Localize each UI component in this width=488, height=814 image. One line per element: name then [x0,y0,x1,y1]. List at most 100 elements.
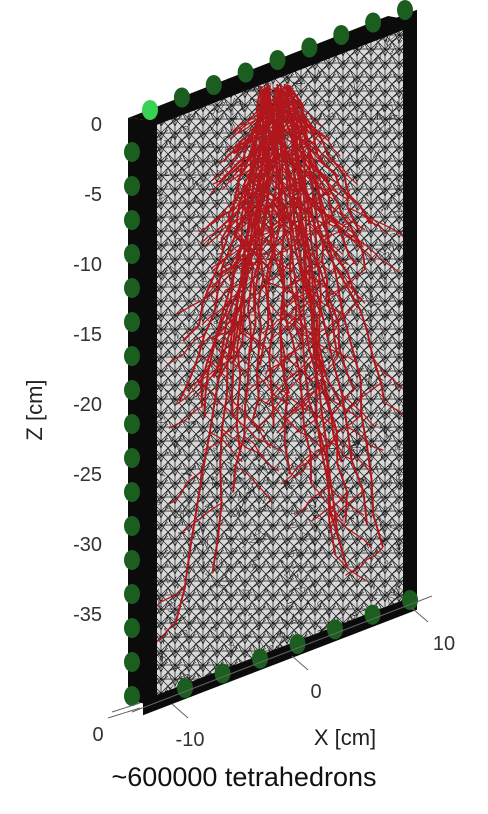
root-branch [280,334,316,363]
root-branch [317,220,354,250]
root-branch [274,256,310,288]
boundary-node [397,0,413,20]
root-branch [324,213,362,246]
root-branch [329,205,366,231]
z-tick-label: -10 [73,254,102,276]
root [200,84,287,407]
root-branch [150,623,176,658]
root-branch [255,390,289,429]
root-branch [278,173,310,196]
root-branch [212,145,253,181]
boundary-node [124,312,140,332]
boundary-node [177,678,193,698]
root-branch [279,299,312,336]
z-tick-label: -5 [84,184,102,206]
boundary-node [124,482,140,502]
root-branch [288,133,320,167]
root-branch [166,334,205,366]
root-branch [281,309,319,343]
root [267,84,291,394]
root-branch [322,219,364,248]
root-branch [263,106,298,140]
x-axis: -10 0 10 0 X [cm] [92,595,455,751]
root-branch [283,259,323,290]
root-branch [254,94,297,124]
root-branch [283,286,322,318]
root-branch [263,343,294,375]
root-branch [272,209,306,238]
boundary-node [124,346,140,366]
boundary-node [237,62,254,83]
root-system [150,83,410,658]
root-branch [181,502,222,533]
root-branch [323,240,349,266]
y-tick-label: 0 [92,724,103,746]
boundary-node [124,176,140,196]
boundary-node [124,210,140,230]
boundary-node [124,618,140,638]
root-branch [208,161,244,196]
boundary-node [142,100,158,120]
z-tick-label: -20 [73,394,102,416]
x-axis-label: X [cm] [314,725,376,750]
root-branch [239,248,275,281]
root-branch [227,150,260,182]
root-branch [212,302,245,340]
root-branch [343,382,382,415]
boundary-node [124,584,140,604]
root-branch [222,312,267,348]
boundary-node [402,590,418,610]
root-branch [293,445,328,479]
root-branch [239,194,280,222]
root-branch [284,354,314,383]
root-branch [270,379,308,412]
boundary-node [124,448,140,468]
z-axis: 0 -5 -10 -15 -20 -25 -30 -35 Z [cm] [22,114,102,626]
boundary-node [252,648,268,669]
root-branch [212,155,250,185]
root-branch [284,416,323,450]
boundary-node [289,634,306,654]
root-branch [345,546,384,576]
root-branch [346,426,384,451]
root-branch [303,264,334,296]
x-tick-label: -10 [176,729,205,751]
boundary-node [124,414,140,434]
root-branch [215,337,252,368]
root-branch [332,434,369,470]
root-branch [324,268,366,300]
z-tick-label: 0 [91,114,102,136]
root-branch [279,168,315,204]
root-branch [250,111,285,142]
root-branch [290,382,326,414]
root-branch [244,362,282,396]
root-branch [267,301,305,335]
root-branch [175,370,209,405]
z-tick-label: -35 [73,604,102,626]
boundary-node [205,75,222,95]
z-tick-label: -30 [73,534,102,556]
figure-caption: ~600000 tetrahedrons [111,762,377,792]
root-branch [311,491,348,522]
root-branch [237,107,277,134]
root-branch [270,232,307,260]
root [235,90,271,450]
root-branch [232,416,272,449]
root-branch [327,481,365,516]
root-branch [301,400,339,433]
boundary-node [124,278,140,298]
root-branch [226,394,265,432]
root-branch [265,222,302,260]
root-branch [243,435,280,472]
root [288,85,330,247]
root-branch [305,218,344,255]
boundary-node [327,619,343,640]
root-branch [235,145,268,173]
root-branch [236,231,271,260]
root-branch [274,129,309,160]
root-branch [330,513,373,549]
root-branch [238,150,275,178]
root [266,89,280,427]
root-branch [280,454,312,485]
root-branch [298,432,338,468]
